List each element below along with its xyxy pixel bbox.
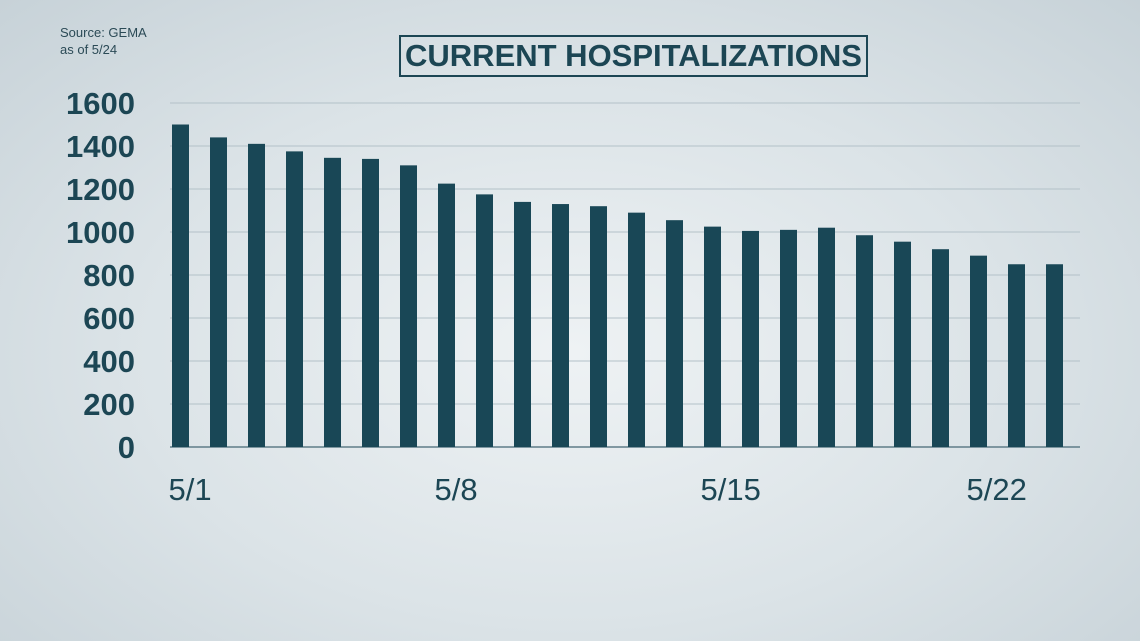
y-tick-label: 200 (83, 387, 135, 422)
bar-5-22 (970, 255, 987, 447)
bar-5-16 (742, 230, 759, 447)
bar-5-9 (476, 194, 493, 447)
bar-5-18 (818, 227, 835, 447)
bar-5-2 (210, 137, 227, 447)
y-tick-label: 1600 (66, 86, 135, 121)
as-of-line: as of 5/24 (60, 42, 118, 57)
x-axis-ticks: 5/1 5/8 5/15 5/22 (169, 472, 1027, 507)
y-tick-label: 0 (118, 430, 135, 465)
y-tick-label: 800 (83, 258, 135, 293)
y-tick-label: 1200 (66, 172, 135, 207)
x-tick-label: 5/8 (435, 472, 478, 507)
chart-title-box: CURRENT HOSPITALIZATIONS (399, 35, 868, 77)
bar-5-6 (362, 158, 379, 447)
bar-5-1 (172, 124, 189, 447)
chart-title: CURRENT HOSPITALIZATIONS (405, 38, 862, 73)
bar-5-14 (666, 220, 683, 447)
bar-5-3 (248, 143, 265, 447)
bar-5-23 (1008, 264, 1025, 447)
bar-5-10 (514, 201, 531, 447)
bar-5-24 (1046, 264, 1063, 447)
x-tick-label: 5/1 (169, 472, 212, 507)
gridlines (170, 102, 1080, 448)
bar-5-8 (438, 183, 455, 447)
bar-5-17 (780, 229, 797, 447)
bar-5-11 (552, 204, 569, 447)
bar-5-12 (590, 206, 607, 447)
y-tick-label: 400 (83, 344, 135, 379)
y-tick-label: 1400 (66, 129, 135, 164)
bars (172, 124, 1063, 447)
bar-5-20 (894, 241, 911, 447)
bar-5-15 (704, 226, 721, 447)
x-tick-label: 5/15 (701, 472, 761, 507)
y-axis-ticks: 0 200 400 600 800 1000 1200 1400 1600 (66, 86, 135, 465)
bar-5-5 (324, 157, 341, 447)
y-tick-label: 1000 (66, 215, 135, 250)
bar-5-4 (286, 151, 303, 447)
y-tick-label: 600 (83, 301, 135, 336)
bar-5-19 (856, 235, 873, 447)
bar-5-7 (400, 165, 417, 447)
source-note: Source: GEMA as of 5/24 (60, 24, 147, 58)
x-tick-label: 5/22 (967, 472, 1027, 507)
bar-5-13 (628, 212, 645, 447)
bar-5-21 (932, 249, 949, 447)
source-line: Source: GEMA (60, 25, 147, 40)
